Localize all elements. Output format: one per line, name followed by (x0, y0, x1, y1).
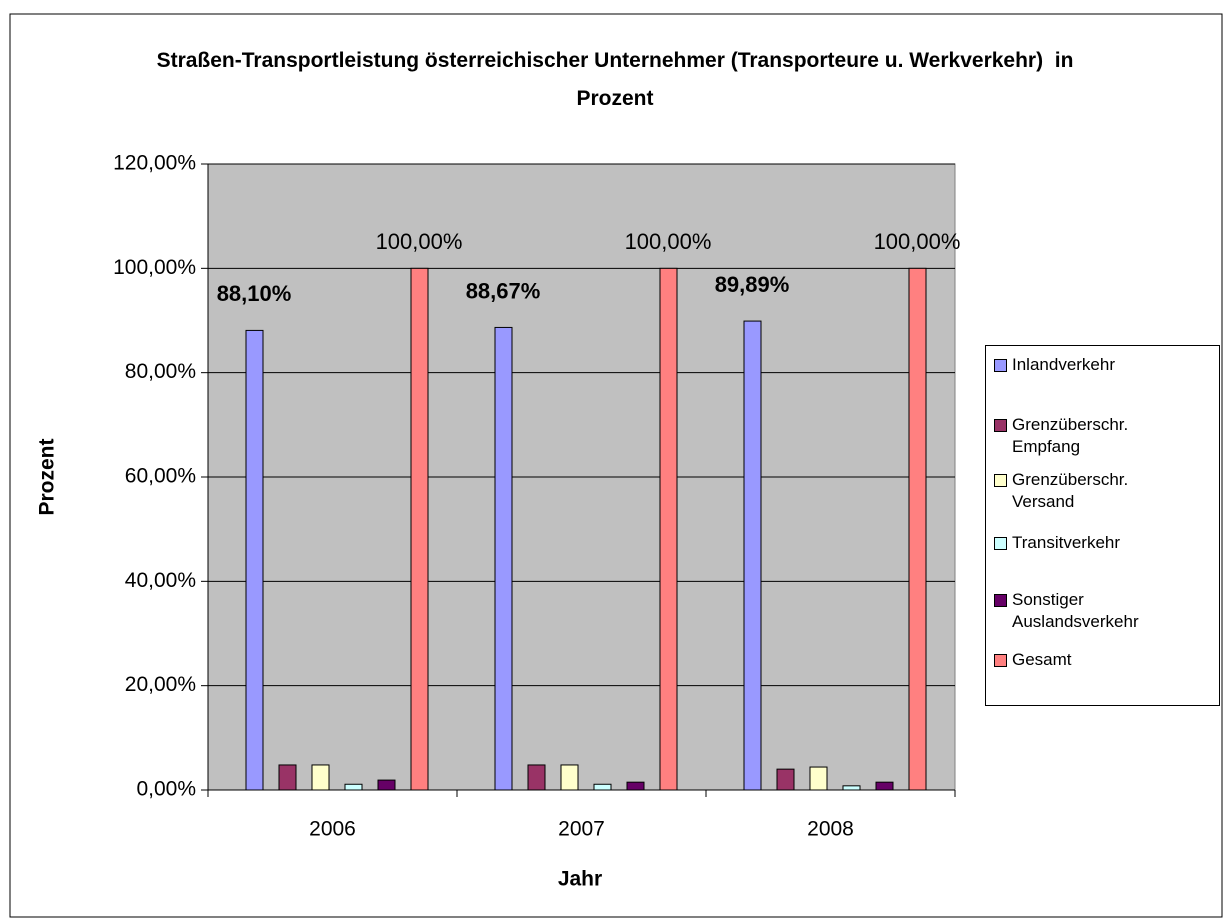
legend-label: Inlandverkehr (1012, 355, 1116, 374)
data-label: 89,89% (715, 272, 790, 297)
x-tick-label: 2008 (807, 818, 854, 841)
bar (776, 768, 795, 791)
y-axis-title: Prozent (36, 438, 59, 515)
bar (311, 764, 330, 791)
legend-swatch (994, 359, 1007, 372)
bar (494, 326, 513, 791)
legend-entry: Sonstiger Auslandsverkehr (994, 589, 1162, 633)
legend-label: Grenzüberschr. Empfang (1012, 415, 1129, 456)
data-label: 88,67% (466, 278, 541, 303)
bar (527, 764, 546, 791)
bar (809, 766, 828, 791)
legend-label: Gesamt (1012, 650, 1072, 669)
legend-entry: Inlandverkehr (994, 354, 1162, 376)
data-label: 100,00% (874, 229, 961, 254)
legend-swatch (994, 594, 1007, 607)
bar (560, 764, 579, 791)
bar (659, 267, 678, 791)
bar (593, 783, 612, 791)
y-tick-label: 20,00% (125, 673, 196, 696)
legend-entry: Grenzüberschr. Empfang (994, 414, 1162, 458)
bar (908, 267, 927, 791)
y-tick-label: 0,00% (136, 778, 196, 801)
data-label: 100,00% (625, 229, 712, 254)
y-tick-label: 100,00% (113, 256, 196, 279)
y-tick-label: 40,00% (125, 569, 196, 592)
x-axis-title: Jahr (558, 868, 602, 891)
legend: Inlandverkehr Grenzüberschr. Empfang Grenz… (985, 345, 1220, 706)
bar (842, 785, 861, 791)
y-tick-label: 120,00% (113, 152, 196, 175)
legend-swatch (994, 537, 1007, 550)
data-label: 100,00% (376, 229, 463, 254)
bar (410, 267, 429, 791)
bar (743, 320, 762, 791)
legend-entry: Transitverkehr (994, 532, 1162, 554)
bar (377, 779, 396, 791)
bar (344, 783, 363, 791)
bar (626, 781, 645, 791)
y-tick-label: 80,00% (125, 360, 196, 383)
legend-label: Sonstiger Auslandsverkehr (1012, 590, 1139, 631)
legend-label: Grenzüberschr. Versand (1012, 470, 1129, 511)
data-label: 88,10% (217, 281, 292, 306)
y-tick-label: 60,00% (125, 465, 196, 488)
legend-entry: Gesamt (994, 649, 1162, 671)
legend-swatch (994, 654, 1007, 667)
legend-entry: Grenzüberschr. Versand (994, 469, 1162, 513)
legend-label: Transitverkehr (1012, 533, 1121, 552)
legend-swatch (994, 419, 1007, 432)
chart-title: Straßen-Transportleistung österreichisch… (156, 49, 1080, 110)
x-tick-label: 2006 (309, 818, 356, 841)
legend-swatch (994, 474, 1007, 487)
bar (278, 764, 297, 791)
x-tick-label: 2007 (558, 818, 605, 841)
bar (245, 329, 264, 791)
bar (875, 781, 894, 791)
